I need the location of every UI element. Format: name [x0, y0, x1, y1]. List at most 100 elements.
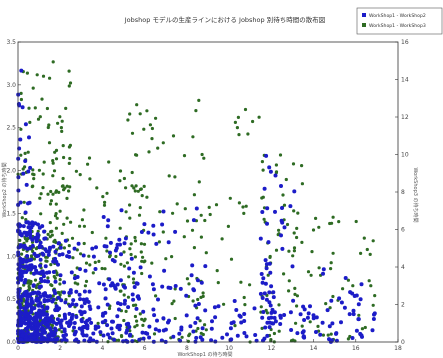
ws3-point	[124, 210, 128, 214]
ws3-point	[277, 329, 281, 333]
ws3-point	[182, 235, 186, 239]
ws3-point	[122, 250, 126, 254]
ws3-point	[60, 231, 64, 235]
ws2-point	[264, 297, 269, 302]
ws2-point	[29, 326, 34, 331]
ws3-point	[324, 302, 328, 306]
ws2-point	[279, 233, 283, 238]
ws2-point	[325, 308, 330, 313]
ws2-point	[343, 276, 348, 280]
ws3-point	[293, 292, 297, 296]
ws2-point	[17, 302, 22, 307]
left-y-tick-label: 1.5	[6, 210, 16, 217]
ws2-point	[48, 334, 53, 339]
ws3-point	[285, 222, 290, 227]
x-tick-label: 18	[394, 345, 402, 352]
ws2-point	[79, 304, 84, 309]
ws3-point	[54, 202, 58, 206]
ws3-point	[75, 266, 79, 270]
ws2-point	[267, 165, 272, 170]
ws2-point	[46, 298, 51, 303]
ws2-point	[46, 252, 51, 257]
ws2-point	[61, 333, 66, 338]
ws2-point	[43, 330, 47, 335]
ws2-point	[118, 278, 123, 283]
ws3-point	[54, 190, 58, 194]
ws2-point	[118, 323, 123, 328]
x-tick-label: 10	[225, 345, 233, 352]
ws3-point	[19, 91, 23, 95]
ws2-point	[18, 137, 23, 142]
ws2-point	[127, 333, 132, 338]
ws2-point	[81, 325, 85, 330]
ws3-point	[203, 323, 207, 327]
ws2-point	[101, 311, 106, 316]
ws3-point	[346, 337, 350, 341]
ws2-point	[25, 325, 30, 330]
ws3-point	[196, 326, 200, 331]
ws2-point	[262, 186, 267, 191]
ws2-point	[210, 319, 214, 324]
ws3-point	[133, 235, 137, 240]
ws3-point	[25, 71, 29, 75]
ws3-point	[36, 117, 41, 121]
ws2-point	[24, 220, 29, 225]
ws2-point	[48, 316, 53, 321]
ws2-point	[153, 327, 158, 332]
ws2-point	[266, 240, 271, 245]
ws2-point	[229, 321, 234, 326]
ws2-point	[23, 290, 28, 295]
ws3-point	[36, 282, 40, 287]
ws2-point	[239, 320, 244, 325]
ws2-point	[48, 294, 53, 299]
ws2-point	[234, 308, 239, 312]
ws2-point	[302, 307, 307, 312]
ws2-point	[62, 314, 67, 319]
ws3-point	[265, 311, 269, 315]
ws2-point	[96, 305, 101, 310]
ws3-point	[292, 246, 297, 250]
ws3-point	[248, 283, 252, 287]
ws3-point	[170, 255, 174, 259]
ws3-point	[58, 293, 62, 297]
ws3-point	[150, 137, 154, 141]
ws3-point	[150, 261, 154, 265]
ws3-point	[127, 275, 131, 279]
right-y-tick-label: 14	[401, 77, 409, 84]
ws2-point	[77, 292, 82, 297]
ws3-point	[133, 314, 137, 319]
ws3-point	[282, 203, 287, 207]
ws3-point	[41, 74, 46, 78]
ws2-point	[194, 335, 199, 340]
ws3-point	[170, 302, 174, 306]
ws3-point	[185, 277, 189, 281]
ws2-point	[28, 267, 33, 272]
legend: WorkShop1 - WorkShop2 WorkShop1 - WorkSh…	[356, 7, 443, 35]
ws2-point	[301, 329, 306, 334]
ws2-point	[129, 256, 134, 261]
ws3-point	[67, 189, 71, 193]
ws2-point	[318, 332, 323, 337]
ws3-point	[47, 123, 51, 127]
ws2-point	[20, 333, 25, 338]
ws2-point	[38, 315, 43, 320]
ws2-point	[101, 215, 106, 219]
ws3-point	[133, 255, 137, 259]
ws3-point	[142, 242, 147, 246]
ws2-point	[37, 285, 42, 290]
x-tick-label: 16	[352, 345, 360, 352]
ws2-point	[311, 316, 316, 321]
ws3-point	[292, 249, 296, 253]
ws3-point	[23, 151, 27, 155]
ws2-point	[131, 297, 136, 302]
ws2-point	[351, 308, 356, 313]
ws3-point	[31, 86, 35, 90]
ws2-point	[62, 280, 67, 285]
ws2-point	[189, 273, 194, 278]
ws2-point	[73, 330, 78, 335]
ws2-point	[339, 300, 344, 305]
ws3-point	[204, 328, 208, 332]
ws2-point	[67, 311, 72, 316]
ws2-point	[213, 339, 218, 344]
ws2-point	[150, 282, 155, 287]
